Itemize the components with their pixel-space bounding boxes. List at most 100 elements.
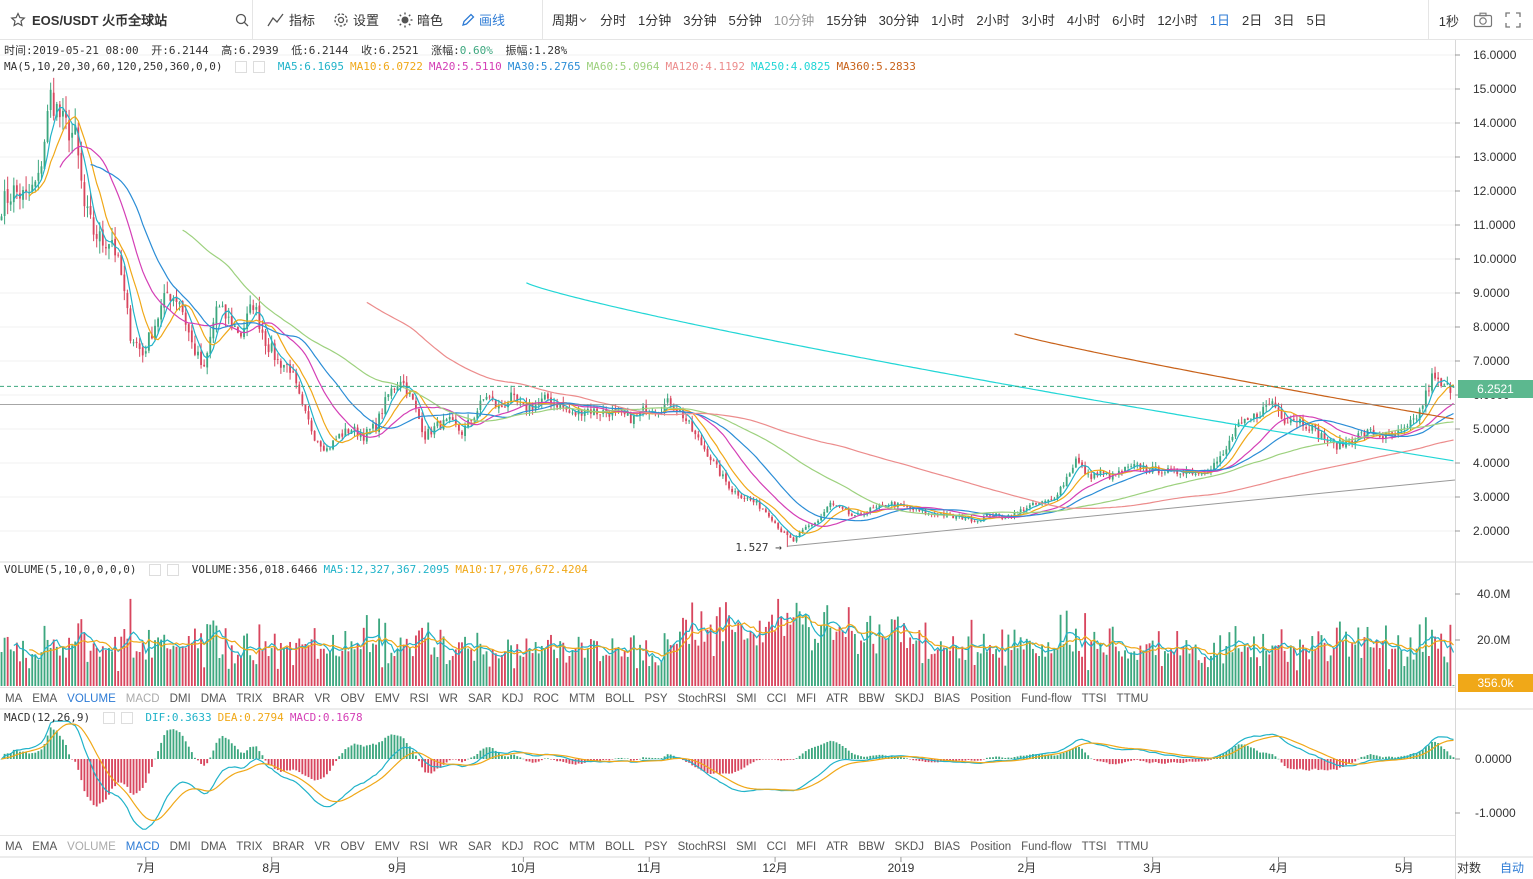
indicator-tab-boll[interactable]: BOLL [605, 840, 635, 853]
indicator-tab-mtm[interactable]: MTM [568, 840, 596, 853]
indicator-tab-emv[interactable]: EMV [374, 692, 400, 705]
indicator-tab-rsi[interactable]: RSI [409, 840, 429, 853]
indicator-tab-ma[interactable]: MA [5, 692, 23, 705]
period-7[interactable]: 1小时 [931, 13, 965, 28]
indicator-tab-position[interactable]: Position [970, 692, 1012, 705]
indicator-tab-skdj[interactable]: SKDJ [894, 692, 924, 705]
indicator-tab-atr[interactable]: ATR [826, 840, 849, 853]
period-0[interactable]: 分时 [600, 13, 627, 28]
period-15[interactable]: 3日 [1274, 13, 1295, 28]
indicator-tab-bbw[interactable]: BBW [858, 692, 885, 705]
indicator-tab-sar[interactable]: SAR [467, 692, 492, 705]
fullscreen-icon[interactable] [1505, 12, 1521, 28]
indicator-tab-obv[interactable]: OBV [340, 840, 365, 853]
indicator-tab-dma[interactable]: DMA [200, 692, 227, 705]
indicator-tab-ema[interactable]: EMA [32, 840, 58, 853]
indicator-tab-atr[interactable]: ATR [826, 692, 849, 705]
trend-line[interactable] [787, 479, 1456, 547]
period-13[interactable]: 1日 [1209, 13, 1231, 28]
indicator-tab-volume[interactable]: VOLUME [67, 840, 116, 853]
period-14[interactable]: 2日 [1242, 13, 1263, 28]
indicator-tab-mfi[interactable]: MFI [796, 692, 817, 705]
indicator-tab-ttmu[interactable]: TTMU [1116, 840, 1149, 853]
settings-icon[interactable] [149, 564, 162, 576]
camera-icon[interactable] [1473, 12, 1493, 28]
draw-line-button[interactable]: 画线 [452, 0, 514, 40]
indicator-tab-kdj[interactable]: KDJ [501, 840, 524, 853]
indicator-tab-bias[interactable]: BIAS [933, 840, 961, 853]
indicator-tab-psy[interactable]: PSY [644, 692, 668, 705]
indicator-tab-sar[interactable]: SAR [467, 840, 492, 853]
indicator-tab-macd[interactable]: MACD [125, 692, 160, 705]
indicator-tab-fund-flow[interactable]: Fund-flow [1021, 840, 1072, 853]
auto-scale-toggle[interactable]: 自动 [1500, 861, 1525, 875]
indicator-tab-smi[interactable]: SMI [736, 692, 757, 705]
close-icon[interactable] [120, 712, 133, 724]
indicator-tab-volume[interactable]: VOLUME [67, 692, 116, 705]
period-4[interactable]: 10分钟 [773, 13, 815, 28]
period-10[interactable]: 4小时 [1066, 13, 1101, 28]
indicator-tab-brar[interactable]: BRAR [272, 692, 305, 705]
indicator-tab-position[interactable]: Position [970, 840, 1012, 853]
settings-icon[interactable] [235, 61, 248, 73]
indicator-tab-mtm[interactable]: MTM [568, 692, 596, 705]
indicator-tab-ttsi[interactable]: TTSI [1081, 692, 1107, 705]
indicator-tab-trix[interactable]: TRIX [236, 840, 263, 853]
period-16[interactable]: 5日 [1306, 13, 1327, 28]
indicator-tab-bbw[interactable]: BBW [858, 840, 885, 853]
search-button[interactable] [226, 0, 262, 40]
indicator-tab-cci[interactable]: CCI [766, 692, 787, 705]
indicator-tab-roc[interactable]: ROC [533, 692, 559, 705]
indicator-tab-ttsi[interactable]: TTSI [1081, 840, 1107, 853]
period-5[interactable]: 15分钟 [826, 13, 867, 28]
indicator-tab-psy[interactable]: PSY [644, 840, 668, 853]
indicator-tab-bias[interactable]: BIAS [933, 692, 961, 705]
indicator-tab-rsi[interactable]: RSI [409, 692, 429, 705]
period-1[interactable]: 1分钟 [638, 13, 672, 28]
dark-mode-button[interactable]: 暗色 [388, 0, 452, 40]
indicator-tab-macd[interactable]: MACD [125, 840, 160, 853]
period-9[interactable]: 3小时 [1021, 13, 1055, 28]
indicator-tab-ema[interactable]: EMA [32, 692, 58, 705]
refresh-timer[interactable]: 1秒 [1438, 13, 1459, 29]
settings-button[interactable]: 设置 [324, 0, 388, 40]
period-3[interactable]: 5分钟 [728, 13, 762, 28]
indicator-tab-wr[interactable]: WR [438, 692, 458, 705]
indicator-tab-ttmu[interactable]: TTMU [1116, 692, 1149, 705]
indicator-tab-fund-flow[interactable]: Fund-flow [1021, 692, 1072, 705]
period-dropdown[interactable]: 周期 [546, 0, 594, 40]
close-icon[interactable] [167, 564, 180, 576]
indicator-tab-stochrsi[interactable]: StochRSI [677, 840, 727, 853]
log-scale-toggle[interactable]: 对数 [1457, 861, 1482, 875]
indicator-tab-vr[interactable]: VR [314, 840, 331, 853]
indicator-tab-smi[interactable]: SMI [736, 840, 757, 853]
indicator-tab-kdj[interactable]: KDJ [501, 692, 524, 705]
indicator-tab-dma[interactable]: DMA [200, 840, 227, 853]
period-2[interactable]: 3分钟 [683, 13, 717, 28]
indicator-tab-cci[interactable]: CCI [766, 840, 787, 853]
period-12[interactable]: 12小时 [1157, 13, 1198, 28]
chart-canvas[interactable]: 2.00003.00004.00005.00006.00007.00008.00… [0, 40, 1533, 879]
indicator-tab-stochrsi[interactable]: StochRSI [677, 692, 727, 705]
indicator-tab-wr[interactable]: WR [438, 840, 458, 853]
indicator-tab-dmi[interactable]: DMI [169, 692, 191, 705]
indicator-tab-brar[interactable]: BRAR [272, 840, 305, 853]
close-icon[interactable] [253, 61, 266, 73]
indicator-tab-emv[interactable]: EMV [374, 840, 400, 853]
symbol-selector[interactable]: EOS/USDT 火币全球站 [0, 10, 250, 29]
settings-icon[interactable] [102, 712, 115, 724]
indicator-tab-trix[interactable]: TRIX [236, 692, 263, 705]
indicator-tab-mfi[interactable]: MFI [796, 840, 817, 853]
period-6[interactable]: 30分钟 [878, 13, 920, 28]
period-11[interactable]: 6小时 [1112, 13, 1146, 28]
indicator-tab-skdj[interactable]: SKDJ [894, 840, 924, 853]
indicator-tab-obv[interactable]: OBV [340, 692, 365, 705]
period-8[interactable]: 2小时 [976, 13, 1010, 28]
indicator-tab-ma[interactable]: MA [5, 840, 23, 853]
indicators-button[interactable]: 指标 [258, 0, 324, 40]
indicator-tab-dmi[interactable]: DMI [169, 840, 191, 853]
star-icon[interactable] [10, 11, 26, 28]
indicator-tab-vr[interactable]: VR [314, 692, 331, 705]
indicator-tab-boll[interactable]: BOLL [605, 692, 635, 705]
indicator-tab-roc[interactable]: ROC [533, 840, 559, 853]
